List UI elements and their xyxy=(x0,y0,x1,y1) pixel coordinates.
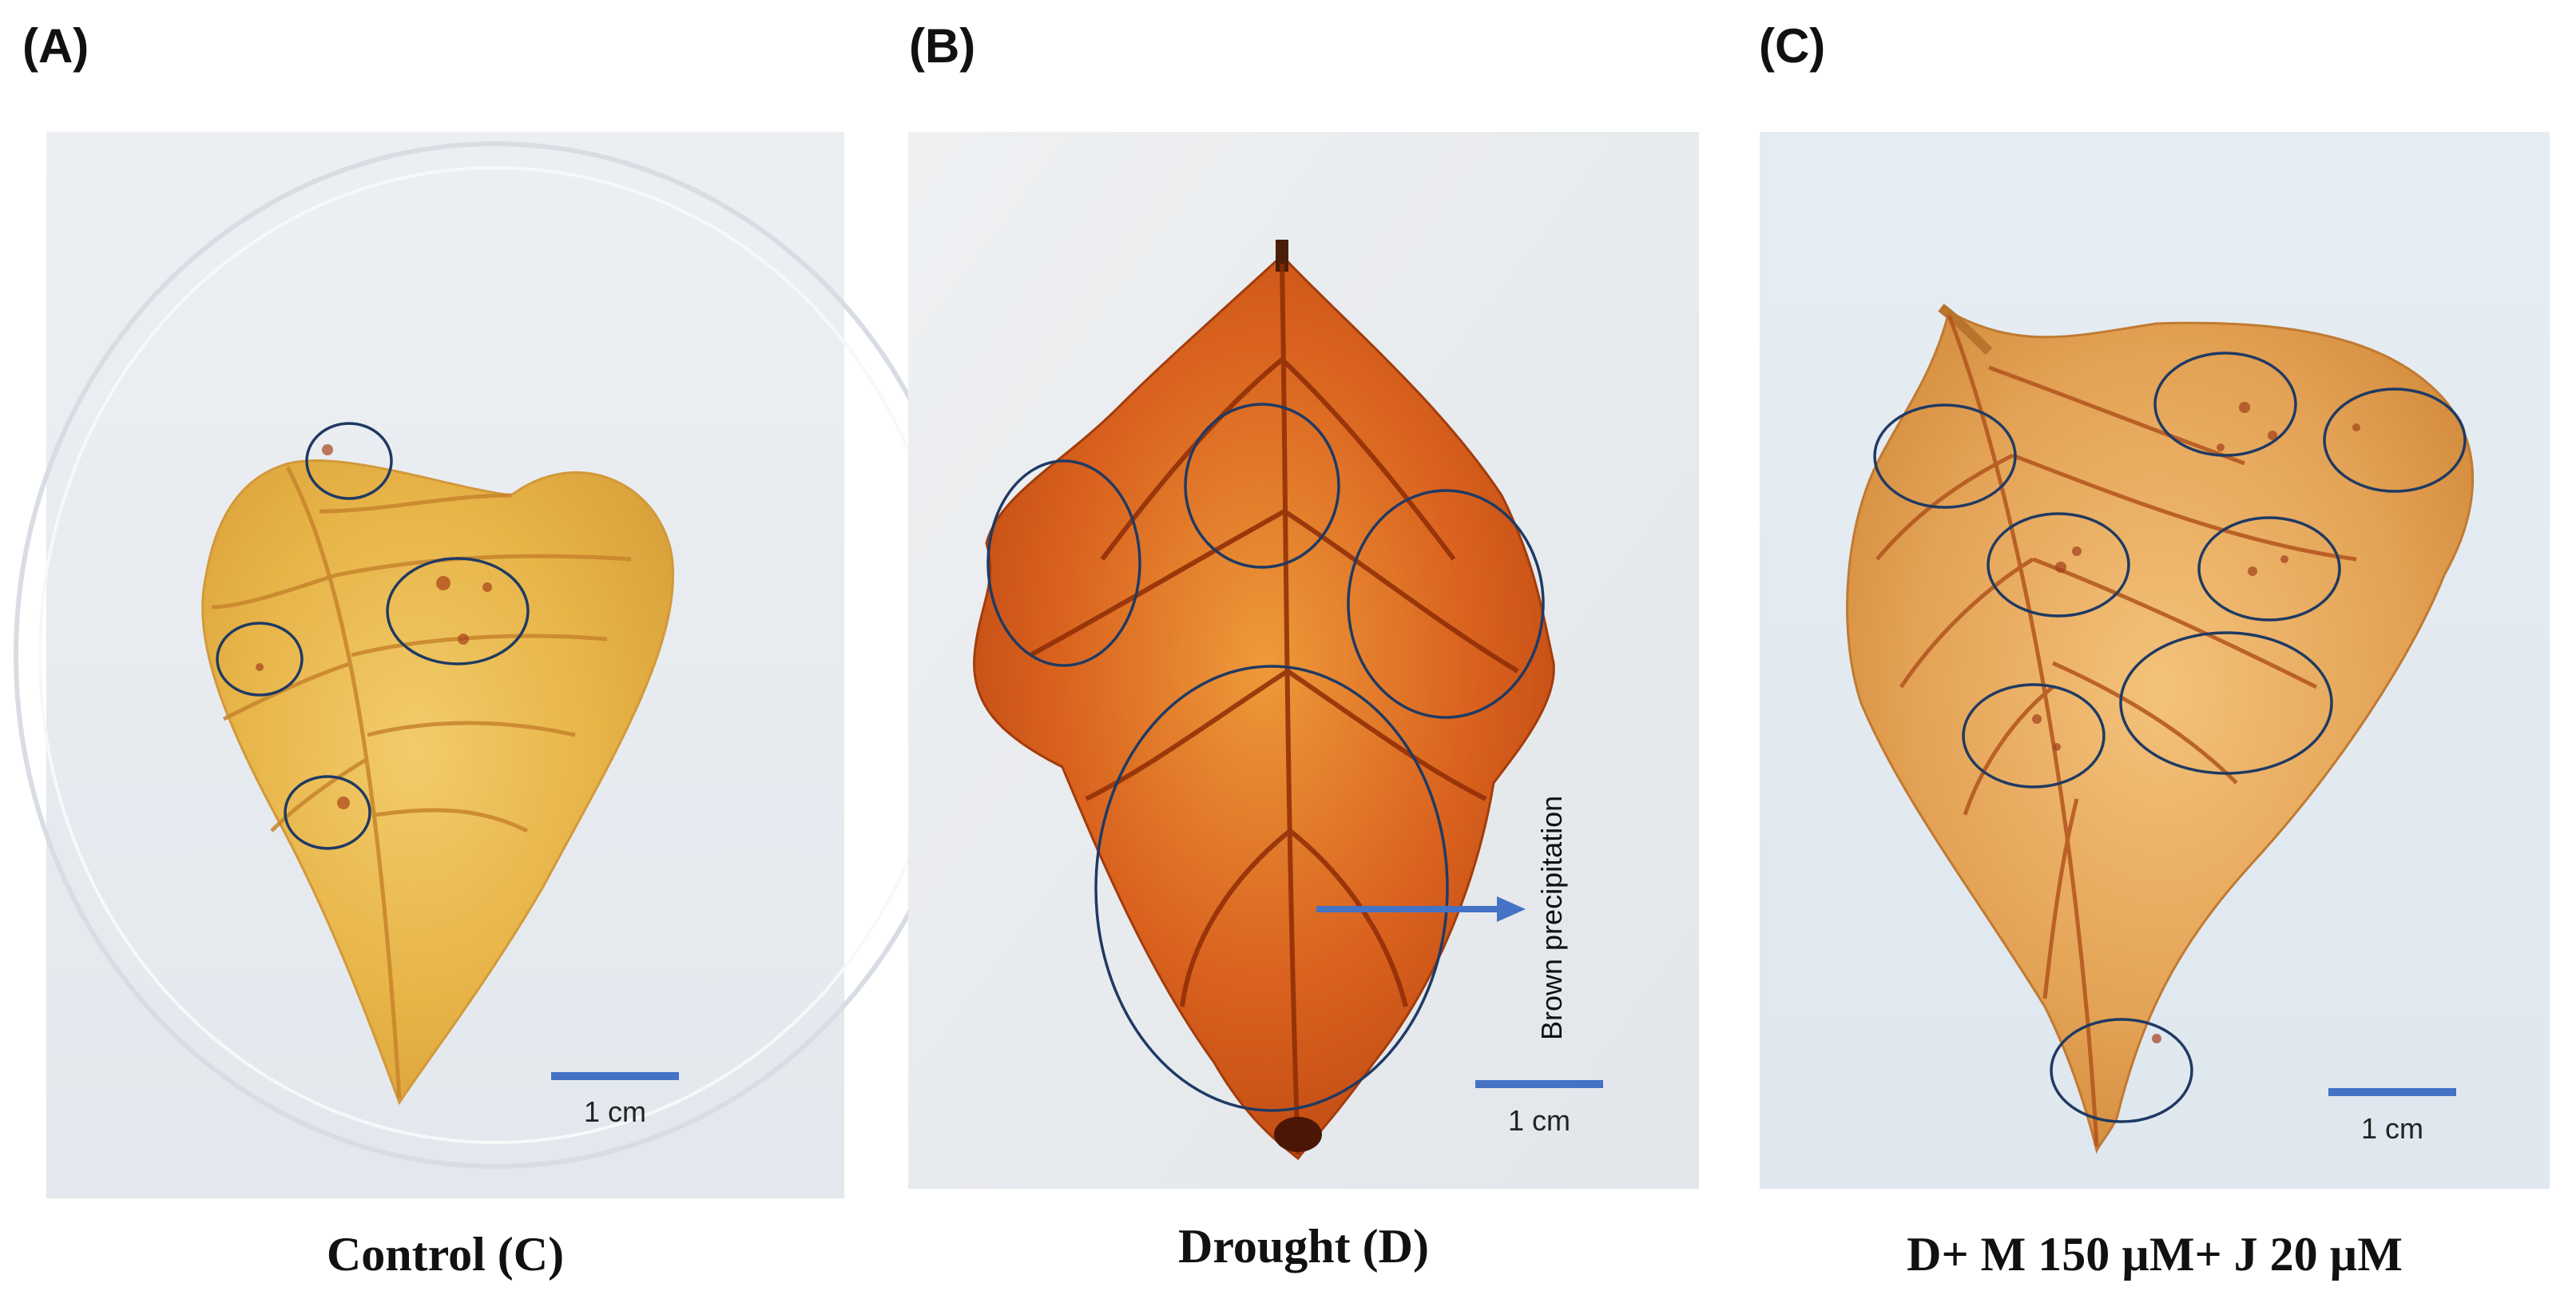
leaf-control xyxy=(201,459,675,1106)
photo-treated: 1 cm xyxy=(1760,132,2550,1189)
leaf-treated xyxy=(1846,309,2475,1154)
region-circle xyxy=(2197,516,2341,622)
photo-control: 1 cm xyxy=(14,132,977,1198)
caption-treated: D+ M 150 µM+ J 20 µM xyxy=(1907,1228,2403,1281)
scale-bar-label: 1 cm xyxy=(1508,1104,1570,1137)
panel-label-c: (C) xyxy=(1759,19,1826,73)
region-circle xyxy=(2323,387,2467,493)
region-circle xyxy=(2119,631,2333,775)
region-circle xyxy=(1094,665,1449,1112)
region-circle xyxy=(1987,512,2130,618)
panel-label-a: (A) xyxy=(22,19,89,73)
leaf-drought xyxy=(973,253,1555,1161)
region-circle xyxy=(386,557,530,665)
scale-bar xyxy=(551,1072,679,1080)
brown-precipitation-label: Brown precipitation xyxy=(1535,796,1568,1040)
region-circle xyxy=(2050,1018,2193,1123)
scale-bar xyxy=(2328,1088,2456,1096)
region-circle xyxy=(216,622,304,697)
photo-drought: Brown precipitation 1 cm xyxy=(908,132,1699,1189)
caption-drought: Drought (D) xyxy=(1178,1220,1429,1273)
region-circle xyxy=(2153,352,2297,457)
region-circle xyxy=(1347,489,1545,719)
scale-bar-label: 1 cm xyxy=(2361,1112,2423,1145)
brown-precipitation-arrow xyxy=(1316,896,1526,922)
scale-bar-label: 1 cm xyxy=(584,1095,646,1128)
region-circle xyxy=(1184,403,1340,569)
region-circle xyxy=(1962,683,2106,789)
region-circle xyxy=(284,775,371,850)
region-circle xyxy=(305,422,393,500)
scale-bar xyxy=(1475,1080,1603,1088)
panel-label-b: (B) xyxy=(909,19,976,73)
region-circle xyxy=(1873,403,2017,509)
region-circle xyxy=(986,459,1141,667)
caption-control: Control (C) xyxy=(326,1228,565,1281)
